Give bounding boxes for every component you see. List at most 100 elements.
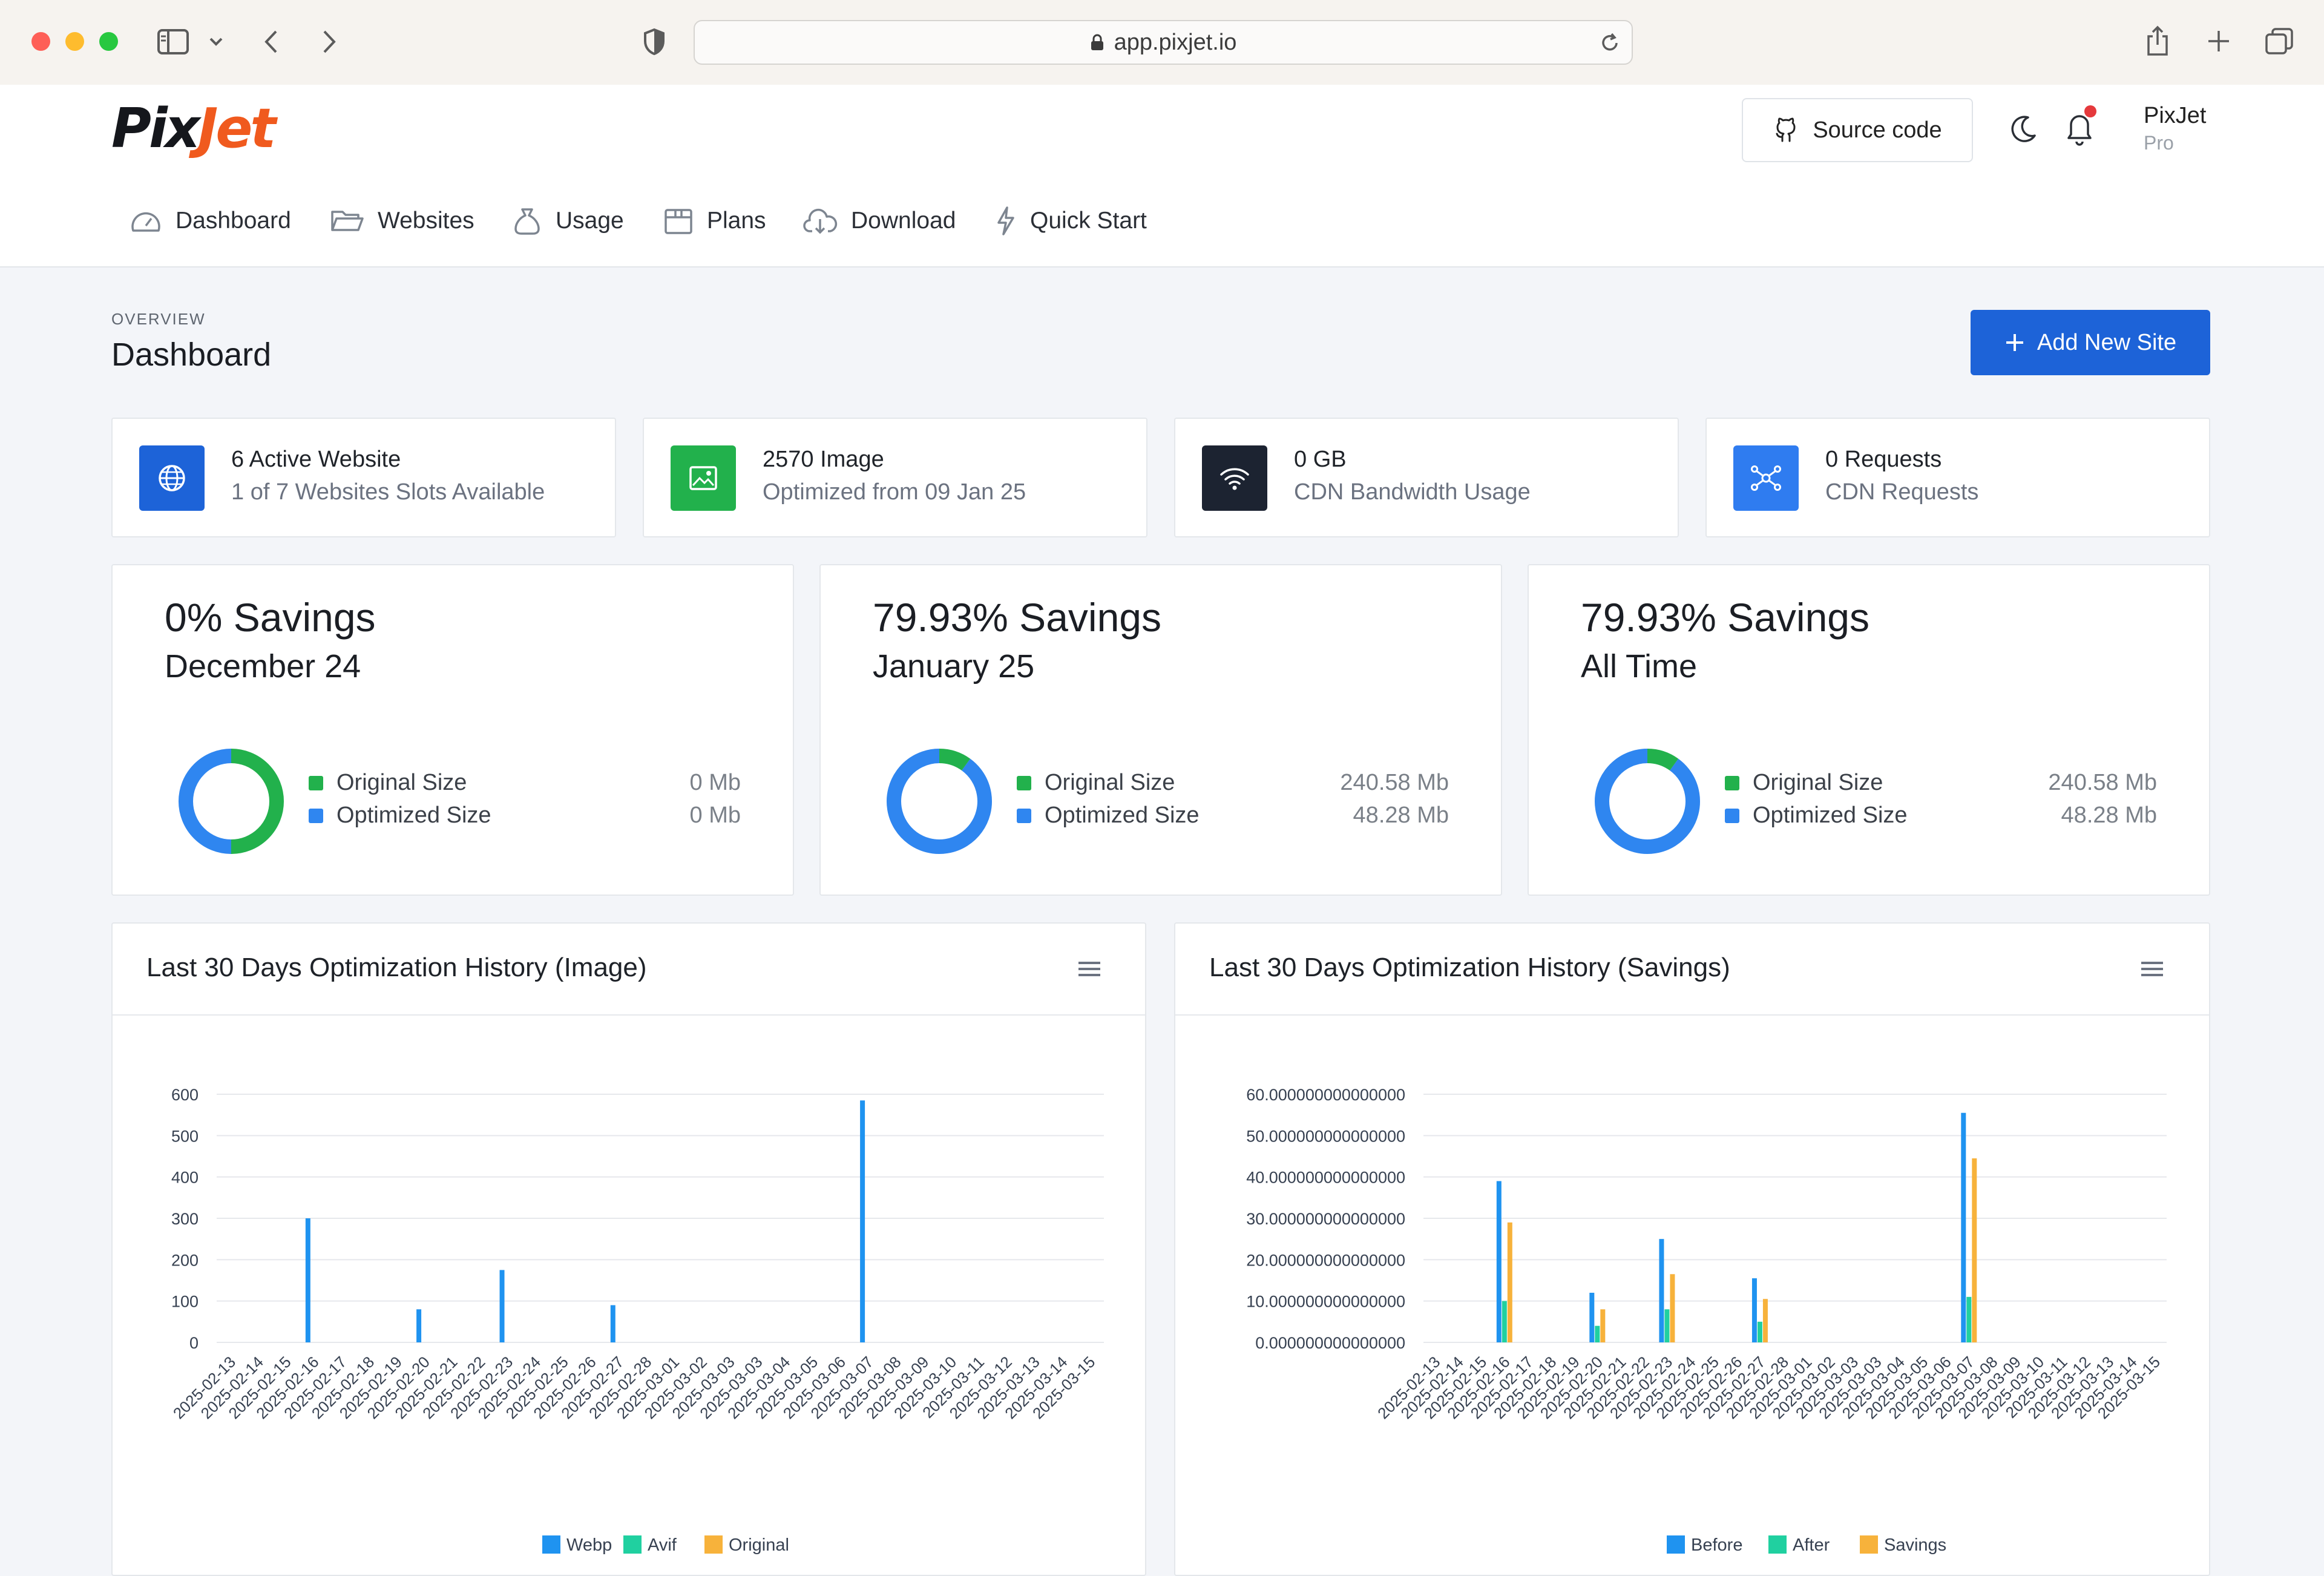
legend-label: Original Size xyxy=(1045,770,1175,795)
nav-item-plans[interactable]: Plans xyxy=(663,176,766,266)
nav-item-dashboard[interactable]: Dashboard xyxy=(130,176,291,266)
savings-card-december: 0% Savings December 24 Original Size Opt… xyxy=(111,564,794,896)
legend-swatch xyxy=(1017,808,1031,823)
stat-main: 2570 Image xyxy=(763,447,884,472)
nav-item-label: Plans xyxy=(707,208,766,234)
new-tab-icon[interactable] xyxy=(2205,27,2232,56)
plus-icon xyxy=(2006,334,2023,351)
y-tick-label: 0.000000000000000 xyxy=(1255,1334,1405,1352)
nav-item-websites[interactable]: Websites xyxy=(330,176,474,266)
cloud-download-icon xyxy=(803,209,838,234)
legend-label-after: After xyxy=(1793,1535,1830,1555)
add-new-site-button[interactable]: Add New Site xyxy=(1971,310,2210,375)
optimized-size-value: 0 Mb xyxy=(689,803,741,828)
page-title: Dashboard xyxy=(111,337,272,373)
bar-before xyxy=(1751,1278,1757,1342)
source-code-label: Source code xyxy=(1813,117,1942,143)
legend-swatch-before xyxy=(1667,1535,1685,1554)
original-size-value: 240.58 Mb xyxy=(1340,770,1449,795)
url-text: app.pixjet.io xyxy=(1114,29,1237,55)
savings-donut xyxy=(887,749,992,854)
back-icon[interactable] xyxy=(259,27,283,57)
profile-name[interactable]: PixJet xyxy=(2144,103,2207,128)
savings-card-all-time: 79.93% Savings All Time Original Size Op… xyxy=(1528,564,2210,896)
profile-plan: Pro xyxy=(2144,132,2174,154)
y-tick-label: 50.000000000000000 xyxy=(1246,1127,1405,1145)
bar-before xyxy=(1659,1239,1664,1342)
legend-original: Original Size xyxy=(1017,770,1175,796)
notifications-button[interactable] xyxy=(2061,104,2098,153)
bar-webp xyxy=(305,1218,310,1342)
nav-item-quick-start[interactable]: Quick Start xyxy=(995,176,1147,266)
bar-savings xyxy=(1507,1222,1512,1342)
browser-toolbar: app.pixjet.io xyxy=(0,0,2324,85)
y-tick-label: 600 xyxy=(171,1086,199,1104)
bar-webp xyxy=(610,1305,615,1342)
legend-swatch xyxy=(1725,775,1739,790)
donut-original-segment xyxy=(1595,749,1700,854)
legend-optimized: Optimized Size xyxy=(1017,803,1200,829)
add-new-site-label: Add New Site xyxy=(2037,329,2177,355)
hamburger-menu-icon[interactable] xyxy=(1077,960,1101,978)
pixjet-logo[interactable]: PixJet xyxy=(111,97,276,160)
bar-savings xyxy=(1762,1299,1768,1342)
bar-webp xyxy=(416,1309,422,1342)
legend-swatch-avif xyxy=(623,1535,642,1554)
forward-icon[interactable] xyxy=(317,27,341,57)
gauge-icon xyxy=(131,212,160,232)
legend-original: Original Size xyxy=(309,770,467,796)
stat-card-websites: 6 Active Website 1 of 7 Websites Slots A… xyxy=(111,418,616,537)
address-bar[interactable]: app.pixjet.io xyxy=(694,20,1633,65)
stat-icon-box xyxy=(1202,445,1267,511)
donut-original-segment xyxy=(179,749,284,854)
box-icon xyxy=(665,209,692,234)
legend-label: Optimized Size xyxy=(1045,803,1200,828)
close-window-button[interactable] xyxy=(31,32,50,51)
share-icon[interactable] xyxy=(2144,24,2171,58)
source-code-button[interactable]: Source code xyxy=(1742,98,1973,162)
nav-item-download[interactable]: Download xyxy=(803,176,956,266)
maximize-window-button[interactable] xyxy=(99,32,118,51)
overview-label: OVERVIEW xyxy=(111,310,206,328)
stat-sub: CDN Requests xyxy=(1825,479,1979,505)
sidebar-toggle-icon[interactable] xyxy=(156,27,190,57)
chevron-down-icon[interactable] xyxy=(207,31,225,52)
hamburger-menu-icon[interactable] xyxy=(2140,960,2164,978)
privacy-shield-icon[interactable] xyxy=(640,27,668,57)
bag-icon xyxy=(514,208,540,235)
bar-savings xyxy=(1600,1309,1606,1342)
bar-before xyxy=(1589,1293,1595,1342)
optimized-size-value: 48.28 Mb xyxy=(2061,803,2157,828)
nav-item-usage[interactable]: Usage xyxy=(512,176,624,266)
stat-card-bandwidth: 0 GB CDN Bandwidth Usage xyxy=(1174,418,1679,537)
savings-history-chart: 0.000000000000000 10.000000000000000 20.00… xyxy=(1246,1086,2167,1555)
legend-swatch xyxy=(309,775,323,790)
nav-item-label: Quick Start xyxy=(1030,208,1147,234)
tab-overview-icon[interactable] xyxy=(2263,25,2295,57)
legend-swatch xyxy=(1017,775,1031,790)
stat-main: 6 Active Website xyxy=(231,447,401,472)
nav-item-label: Usage xyxy=(556,208,624,234)
lock-icon xyxy=(1091,34,1103,50)
legend-swatch-savings xyxy=(1860,1535,1878,1554)
legend-swatch xyxy=(1725,808,1739,823)
bar-savings xyxy=(1972,1158,1977,1342)
legend-label-avif: Avif xyxy=(648,1535,677,1555)
y-tick-label: 200 xyxy=(171,1251,199,1269)
legend-label: Optimized Size xyxy=(1753,803,1908,828)
bar-after xyxy=(1502,1301,1507,1342)
savings-title: 0% Savings xyxy=(165,595,376,640)
reload-icon[interactable] xyxy=(1599,32,1621,54)
nav-item-label: Download xyxy=(851,208,956,234)
dark-mode-toggle[interactable] xyxy=(2008,114,2038,146)
moon-icon xyxy=(2011,116,2036,142)
chart-card-image-history: Last 30 Days Optimization History (Image… xyxy=(111,922,1146,1576)
y-tick-label: 100 xyxy=(171,1293,199,1311)
card-divider xyxy=(113,1014,1145,1016)
main-nav: Dashboard Websites Usage Plans Download … xyxy=(0,176,2324,268)
image-icon xyxy=(689,466,717,490)
y-tick-label: 0 xyxy=(189,1334,199,1352)
donut-original-segment xyxy=(887,749,992,854)
bar-before xyxy=(1496,1181,1502,1342)
minimize-window-button[interactable] xyxy=(65,32,84,51)
